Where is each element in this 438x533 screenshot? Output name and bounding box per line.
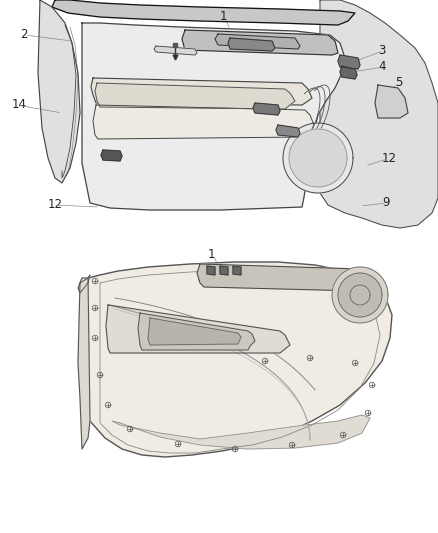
Polygon shape: [106, 305, 290, 353]
Polygon shape: [91, 78, 312, 105]
Text: 1: 1: [220, 11, 227, 23]
Text: 9: 9: [382, 197, 389, 209]
Polygon shape: [78, 278, 90, 449]
Polygon shape: [253, 103, 280, 115]
Polygon shape: [78, 275, 90, 293]
Polygon shape: [207, 266, 215, 275]
Polygon shape: [340, 66, 357, 79]
Text: 6: 6: [250, 100, 258, 112]
Polygon shape: [233, 266, 241, 275]
Text: 3: 3: [378, 44, 385, 58]
Text: 12: 12: [48, 198, 63, 212]
Polygon shape: [154, 46, 197, 55]
Polygon shape: [148, 318, 241, 345]
Polygon shape: [82, 23, 345, 210]
Polygon shape: [338, 273, 382, 317]
Polygon shape: [95, 83, 295, 109]
Polygon shape: [93, 105, 314, 139]
Text: 12: 12: [382, 152, 397, 166]
Polygon shape: [283, 123, 353, 193]
Polygon shape: [320, 0, 438, 228]
Polygon shape: [138, 313, 255, 350]
Text: 4: 4: [378, 61, 385, 74]
Polygon shape: [52, 0, 355, 25]
Text: 11: 11: [148, 166, 163, 180]
Polygon shape: [38, 0, 80, 183]
Polygon shape: [332, 267, 388, 323]
Polygon shape: [228, 38, 275, 51]
Polygon shape: [375, 85, 408, 118]
Text: 13: 13: [78, 334, 93, 346]
Polygon shape: [182, 30, 338, 55]
Text: 10: 10: [80, 141, 95, 154]
Text: 15: 15: [368, 279, 383, 292]
Polygon shape: [338, 55, 360, 69]
Text: 8: 8: [115, 112, 122, 125]
Polygon shape: [289, 129, 347, 187]
Text: 14: 14: [12, 99, 27, 111]
Polygon shape: [101, 150, 122, 161]
Polygon shape: [80, 262, 392, 457]
Text: 9: 9: [292, 126, 300, 140]
Polygon shape: [350, 285, 370, 305]
Polygon shape: [220, 266, 228, 275]
Polygon shape: [215, 34, 300, 49]
Text: 13: 13: [270, 335, 285, 349]
Polygon shape: [197, 264, 372, 291]
Polygon shape: [112, 415, 370, 449]
Text: 7: 7: [148, 91, 155, 103]
Text: 5: 5: [395, 77, 403, 90]
Text: 2: 2: [20, 28, 28, 42]
Polygon shape: [276, 125, 300, 137]
Text: 1: 1: [208, 248, 215, 262]
